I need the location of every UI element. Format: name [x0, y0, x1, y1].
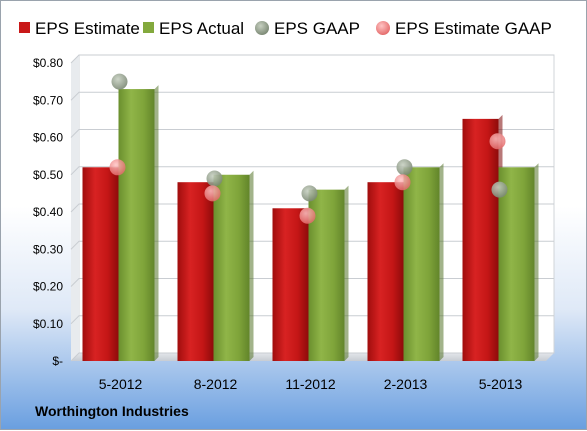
y-tick-label: $0.70	[33, 93, 63, 107]
marker-eps-estimate-gaap	[299, 207, 316, 224]
y-tick-label: $0.80	[33, 56, 63, 70]
bar-eps-estimate-face	[177, 182, 214, 361]
marker-eps-estimate-gaap	[394, 174, 411, 191]
legend-swatch	[376, 21, 390, 35]
bar-eps-actual-face	[498, 167, 535, 361]
bar-eps-actual-side	[344, 185, 349, 361]
marker-eps-gaap	[301, 185, 318, 202]
bars	[82, 85, 539, 361]
bar-eps-estimate-face	[82, 167, 119, 361]
legend-label: EPS Actual	[159, 19, 244, 38]
gridline	[70, 129, 554, 138]
markers	[109, 73, 508, 224]
bar-eps-estimate	[367, 178, 408, 361]
bar-eps-actual	[213, 170, 254, 361]
marker-eps-estimate-gaap	[204, 185, 221, 202]
y-tick-label: $0.10	[33, 317, 63, 331]
marker-eps-gaap	[206, 170, 223, 187]
bar-eps-actual-face	[118, 89, 155, 361]
x-axis-labels: 5-2012 8-2012 11-2012 2-2013 5-2013	[99, 376, 523, 392]
legend-swatch	[19, 22, 30, 33]
bar-eps-actual-face	[213, 174, 250, 361]
legend-swatch	[255, 21, 269, 35]
legend: EPS Estimate EPS Actual EPS GAAP EPS Estima…	[19, 19, 552, 38]
y-tick-label: $0.50	[33, 168, 63, 182]
marker-eps-gaap	[111, 73, 128, 90]
y-tick-label: $0.40	[33, 205, 63, 219]
x-tick-label: 8-2012	[194, 376, 238, 392]
bar-eps-actual-face	[403, 167, 440, 361]
bar-eps-actual-side	[249, 170, 254, 361]
bar-eps-estimate	[177, 178, 218, 361]
y-axis-ticks: $- $0.10 $0.20 $0.30 $0.40 $0.50 $0.60 $0.70 $0.…	[33, 56, 63, 368]
bar-eps-actual-side	[154, 85, 159, 361]
bar-eps-actual	[118, 85, 159, 361]
bar-eps-estimate	[272, 204, 313, 361]
x-tick-label: 5-2012	[99, 376, 143, 392]
bar-eps-actual-side	[439, 163, 444, 361]
bar-eps-estimate-face	[272, 208, 309, 361]
legend-label: EPS Estimate GAAP	[395, 19, 552, 38]
marker-eps-estimate-gaap	[109, 159, 126, 176]
gridline	[70, 54, 554, 64]
bar-eps-estimate	[462, 114, 503, 361]
marker-eps-gaap	[491, 181, 508, 198]
gridline	[70, 166, 554, 176]
company-caption: Worthington Industries	[35, 403, 189, 419]
gridline	[70, 91, 554, 101]
x-tick-label: 5-2013	[479, 376, 523, 392]
marker-eps-gaap	[396, 159, 413, 176]
bar-eps-estimate-face	[462, 118, 499, 361]
bar-eps-estimate	[82, 163, 123, 361]
y-tick-label: $0.20	[33, 280, 63, 294]
legend-label: EPS GAAP	[274, 19, 360, 38]
y-tick-label: $-	[52, 354, 63, 368]
y-tick-label: $0.30	[33, 242, 63, 256]
y-tick-label: $0.60	[33, 131, 63, 145]
legend-label: EPS Estimate	[35, 19, 140, 38]
x-tick-label: 11-2012	[285, 376, 336, 392]
bar-eps-actual	[498, 163, 539, 361]
marker-eps-estimate-gaap	[489, 133, 506, 150]
bar-eps-actual-side	[534, 163, 539, 361]
legend-swatch	[143, 22, 154, 33]
bar-eps-actual	[403, 163, 444, 361]
bar-eps-estimate-face	[367, 182, 404, 361]
x-tick-label: 2-2013	[384, 376, 428, 392]
